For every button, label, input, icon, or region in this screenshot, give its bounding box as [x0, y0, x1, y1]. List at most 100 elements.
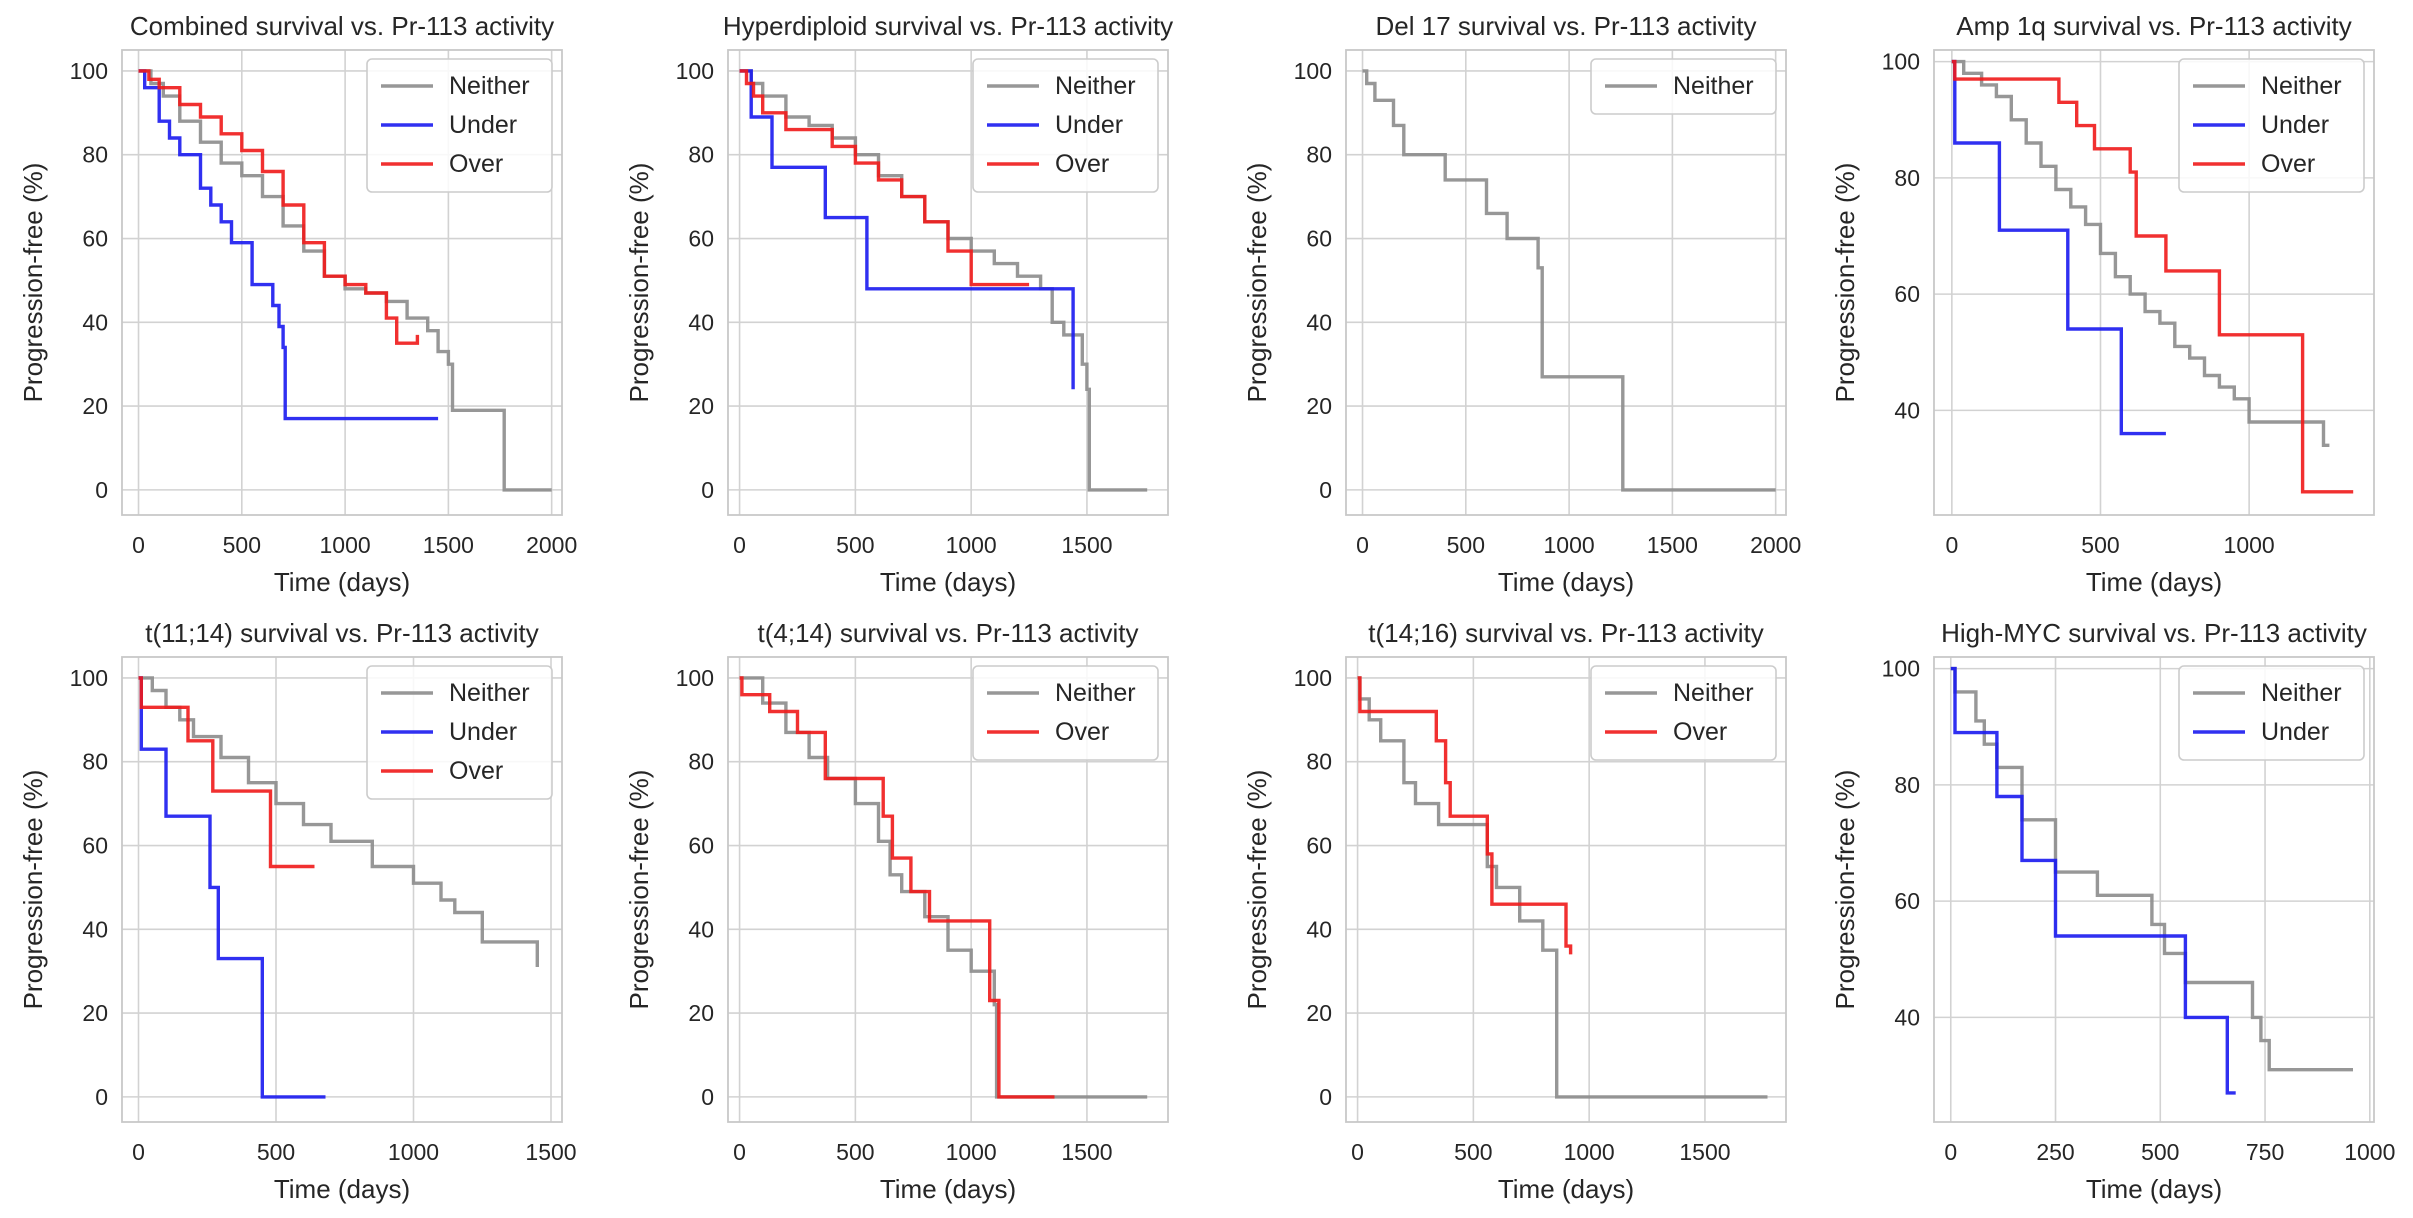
- chart-3-xtick-label-4: 2000: [1750, 532, 1801, 558]
- chart-5-legend-label-under: Under: [449, 718, 517, 746]
- chart-5-legend-label-over: Over: [449, 757, 503, 785]
- chart-7-legend-box: [1590, 665, 1777, 761]
- chart-5-legend: Neither Under Over: [366, 665, 553, 800]
- chart-5-legend-label-neither: Neither: [449, 679, 530, 707]
- chart-3-xtick-label-0: 0: [1356, 532, 1369, 558]
- chart-5-series-under: [138, 676, 326, 1099]
- chart-2-legend-label-under: Under: [1055, 111, 1123, 139]
- chart-2-ytick-label-3: 60: [688, 226, 714, 252]
- chart-1-xtick-label-1: 500: [223, 532, 261, 558]
- chart-6-ytick-label-2: 40: [688, 916, 714, 942]
- chart-7-legend: Neither Over: [1590, 665, 1777, 761]
- chart-5-ylabel: Progression-free (%): [18, 770, 48, 1010]
- chart-5-legend-box: [366, 665, 553, 800]
- chart-1-ytick-label-2: 40: [82, 309, 108, 335]
- chart-3: 0 500 1000 1500 2000 0 20 40 60 80 100 Del 17 survi…: [1242, 11, 1801, 597]
- chart-2-xtick-label-0: 0: [733, 532, 746, 558]
- chart-4-xlabel: Time (days): [2086, 567, 2222, 597]
- chart-4-frame: [1933, 49, 2375, 516]
- chart-6-legend-label-over: Over: [1055, 718, 1109, 746]
- chart-5-frame: [121, 656, 563, 1123]
- chart-3-ylabel: Progression-free (%): [1242, 163, 1272, 403]
- chart-7-ytick-label-0: 0: [1319, 1084, 1332, 1110]
- chart-6-ytick-label-0: 0: [701, 1084, 714, 1110]
- chart-5-ytick-label-2: 40: [82, 916, 108, 942]
- chart-7-legend-label-over: Over: [1673, 718, 1727, 746]
- chart-5-xlabel: Time (days): [274, 1174, 410, 1204]
- chart-2-legend-label-over: Over: [1055, 150, 1109, 178]
- chart-1-title: Combined survival vs. Pr-113 activity: [130, 11, 554, 41]
- chart-5-xtick-label-1: 500: [257, 1139, 295, 1165]
- chart-1-xtick-label-2: 1000: [320, 532, 371, 558]
- chart-1-xtick-label-4: 2000: [526, 532, 577, 558]
- chart-1-xtick-label-3: 1500: [423, 532, 474, 558]
- chart-4-ytick-label-1: 60: [1894, 281, 1920, 307]
- chart-8-frame: [1933, 656, 2375, 1123]
- chart-7-frame: [1345, 656, 1787, 1123]
- chart-8-legend-box: [2178, 665, 2365, 761]
- chart-7-ytick-label-3: 60: [1306, 833, 1332, 859]
- chart-1-legend-label-over: Over: [449, 150, 503, 178]
- chart-1-ytick-label-3: 60: [82, 226, 108, 252]
- chart-3-xlabel: Time (days): [1498, 567, 1634, 597]
- chart-2-ytick-label-2: 40: [688, 309, 714, 335]
- chart-7-xtick-label-1: 500: [1454, 1139, 1492, 1165]
- chart-8-legend-label-under: Under: [2261, 718, 2329, 746]
- chart-6-title: t(4;14) survival vs. Pr-113 activity: [758, 618, 1139, 648]
- chart-3-xtick-label-2: 1000: [1544, 532, 1595, 558]
- chart-2: 0 500 1000 1500 0 20 40 60 80 100 Hyperdiploid sur…: [624, 11, 1173, 597]
- chart-2-xtick-label-3: 1500: [1061, 532, 1112, 558]
- chart-4-legend-box: [2178, 58, 2365, 193]
- chart-5-xtick-label-3: 1500: [525, 1139, 576, 1165]
- chart-6: 0 500 1000 1500 0 20 40 60 80 100 t(4;14) survival…: [624, 618, 1169, 1204]
- chart-3-xtick-label-1: 500: [1447, 532, 1485, 558]
- chart-5-ytick-label-4: 80: [82, 749, 108, 775]
- chart-5-xtick-label-0: 0: [132, 1139, 145, 1165]
- chart-4-legend: Neither Under Over: [2178, 58, 2365, 193]
- chart-8-xtick-label-4: 1000: [2344, 1139, 2395, 1165]
- chart-7-title: t(14;16) survival vs. Pr-113 activity: [1368, 618, 1763, 648]
- chart-5-title: t(11;14) survival vs. Pr-113 activity: [145, 618, 539, 648]
- chart-3-frame: [1345, 49, 1787, 516]
- chart-1: 0 500 1000 1500 2000 0 20 40 60 80 100 Combined sur…: [18, 11, 577, 597]
- chart-4-legend-label-over: Over: [2261, 150, 2315, 178]
- chart-8-ylabel: Progression-free (%): [1830, 770, 1860, 1010]
- chart-2-xtick-label-2: 1000: [946, 532, 997, 558]
- chart-6-legend: Neither Over: [972, 665, 1159, 761]
- chart-6-ylabel: Progression-free (%): [624, 770, 654, 1010]
- chart-1-ytick-label-1: 20: [82, 393, 108, 419]
- chart-3-ytick-label-0: 0: [1319, 477, 1332, 503]
- chart-4-legend-label-neither: Neither: [2261, 72, 2342, 100]
- chart-4-ytick-label-0: 40: [1894, 397, 1920, 423]
- chart-4-series-under: [1951, 59, 2166, 436]
- chart-2-xtick-label-1: 500: [836, 532, 874, 558]
- chart-8-legend-label-neither: Neither: [2261, 679, 2342, 707]
- chart-7-series-over: [1357, 676, 1573, 955]
- chart-2-ytick-label-1: 20: [688, 393, 714, 419]
- chart-7-series-neither: [1357, 676, 1768, 1099]
- chart-3-legend-box: [1590, 58, 1777, 115]
- chart-1-legend-label-neither: Neither: [449, 72, 530, 100]
- chart-5-xtick-label-2: 1000: [388, 1139, 439, 1165]
- chart-5: 0 500 1000 1500 0 20 40 60 80 100 t(11;14) surviva…: [18, 618, 577, 1204]
- chart-7-ytick-label-2: 40: [1306, 916, 1332, 942]
- chart-3-title: Del 17 survival vs. Pr-113 activity: [1376, 11, 1757, 41]
- chart-4: 0 500 1000 40 60 80 100 Amp 1q survival vs. Pr-…: [1830, 11, 2375, 597]
- chart-3-legend-label-neither: Neither: [1673, 72, 1754, 100]
- chart-6-ytick-label-4: 80: [688, 749, 714, 775]
- chart-6-frame: [727, 656, 1169, 1123]
- chart-6-series-over: [739, 676, 1055, 1099]
- chart-7-xtick-label-0: 0: [1351, 1139, 1364, 1165]
- chart-1-legend-box: [366, 58, 553, 193]
- chart-5-ytick-label-1: 20: [82, 1000, 108, 1026]
- chart-2-series-over: [739, 69, 1030, 287]
- chart-5-ytick-label-3: 60: [82, 833, 108, 859]
- chart-3-xtick-label-3: 1500: [1647, 532, 1698, 558]
- chart-1-frame: [121, 49, 563, 516]
- chart-6-xtick-label-1: 500: [836, 1139, 874, 1165]
- chart-6-xtick-label-2: 1000: [946, 1139, 997, 1165]
- chart-3-ytick-label-2: 40: [1306, 309, 1332, 335]
- chart-8-ytick-label-1: 60: [1894, 888, 1920, 914]
- chart-1-xlabel: Time (days): [274, 567, 410, 597]
